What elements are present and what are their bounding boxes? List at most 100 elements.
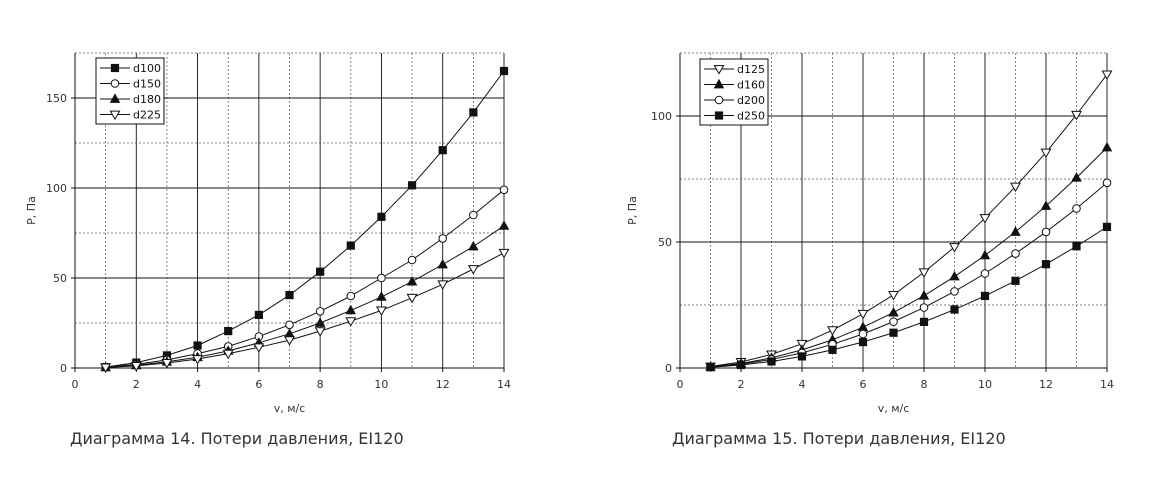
x-tick-label: 6 <box>860 378 867 391</box>
data-point-d250 <box>828 345 837 354</box>
data-point-d100 <box>193 341 202 350</box>
legend-marker-d150 <box>110 79 120 88</box>
data-point-d250 <box>889 328 898 337</box>
data-point-d160 <box>888 306 899 317</box>
legend-marker-d180 <box>109 93 121 103</box>
y-axis-label: P, Па <box>626 196 639 225</box>
x-tick-label: 12 <box>1039 378 1053 391</box>
legend-box <box>699 58 769 126</box>
series-line-d225 <box>105 252 505 368</box>
x-tick-label: 2 <box>738 378 745 391</box>
data-point-d150 <box>377 273 386 283</box>
x-axis-label: v, м/с <box>274 402 306 415</box>
data-point-d225 <box>192 355 204 365</box>
x-tick-label: 0 <box>72 378 79 391</box>
series-line-d250 <box>710 226 1108 368</box>
legend-marker-d100 <box>110 63 120 73</box>
data-point-d160 <box>979 249 991 260</box>
legend-label-d200: d200 <box>737 94 765 107</box>
x-tick-label: 12 <box>436 378 450 391</box>
data-point-d200 <box>1072 204 1081 213</box>
series-d160 <box>705 141 1113 371</box>
data-point-d100 <box>407 181 417 190</box>
legend-label-d250: d250 <box>737 110 765 123</box>
chart-14-caption: Диаграмма 14. Потери давления, EI120 <box>70 429 404 448</box>
x-tick-label: 14 <box>1100 378 1114 391</box>
x-tick-label: 10 <box>978 378 992 391</box>
data-point-d125 <box>1101 70 1113 81</box>
legend-label-d150: d150 <box>133 78 161 91</box>
data-point-d125 <box>1071 110 1082 121</box>
data-point-d225 <box>253 343 265 353</box>
data-point-d100 <box>499 66 509 76</box>
data-point-d150 <box>499 185 509 195</box>
data-point-d225 <box>498 248 510 259</box>
data-point-d180 <box>468 240 479 251</box>
legend-marker-d250 <box>714 111 724 120</box>
data-point-d250 <box>980 291 990 301</box>
data-point-d160 <box>1040 200 1052 210</box>
data-point-d200 <box>889 317 898 326</box>
data-point-d200 <box>1102 178 1112 188</box>
legend-marker-d125 <box>713 65 725 75</box>
data-point-d225 <box>161 359 173 369</box>
data-point-d100 <box>254 310 263 319</box>
data-point-d250 <box>706 363 715 372</box>
series-line-d200 <box>710 182 1108 368</box>
legend-marker-d160 <box>713 78 725 89</box>
legend-box <box>95 57 165 125</box>
data-point-d125 <box>1010 182 1021 193</box>
series-d250 <box>706 222 1112 372</box>
data-point-d225 <box>406 293 418 304</box>
data-point-d150 <box>315 307 325 316</box>
data-point-d100 <box>438 146 447 155</box>
chart-15-caption: Диаграмма 15. Потери давления, EI120 <box>672 429 1006 448</box>
data-point-d250 <box>736 360 746 370</box>
x-axis-label: v, м/с <box>878 402 910 415</box>
series-d180 <box>100 220 510 372</box>
data-point-d160 <box>949 270 960 281</box>
x-tick-label: 10 <box>374 378 388 391</box>
y-axis-label: P, Па <box>25 196 38 225</box>
legend-marker-d225 <box>109 110 121 121</box>
legend-marker-d200 <box>714 95 724 105</box>
data-point-d225 <box>100 363 112 374</box>
data-point-d225 <box>314 327 326 337</box>
data-point-d150 <box>438 234 448 243</box>
data-point-d100 <box>316 267 325 276</box>
data-point-d225 <box>130 361 142 372</box>
data-point-d100 <box>346 241 355 250</box>
data-point-d100 <box>377 212 386 221</box>
data-point-d125 <box>857 309 869 320</box>
legend: d100 d150 d180 d225 <box>95 57 165 125</box>
data-point-d100 <box>224 327 233 336</box>
data-point-d250 <box>919 317 929 326</box>
data-point-d225 <box>222 349 234 360</box>
y-tick-label: 100 <box>46 182 67 195</box>
series-d150 <box>101 185 509 372</box>
data-point-d250 <box>1011 276 1020 285</box>
x-tick-label: 8 <box>921 378 928 391</box>
data-point-d200 <box>858 329 868 339</box>
data-point-d125 <box>949 243 960 253</box>
data-point-d225 <box>284 336 295 346</box>
data-point-d125 <box>888 291 899 301</box>
data-point-d225 <box>437 280 449 290</box>
data-point-d180 <box>345 304 357 315</box>
data-point-d160 <box>857 321 869 332</box>
y-tick-label: 50 <box>53 272 67 285</box>
x-tick-label: 6 <box>255 378 262 391</box>
data-point-d125 <box>827 326 838 336</box>
data-point-d180 <box>498 220 510 230</box>
legend-label-d160: d160 <box>737 79 765 92</box>
data-point-d160 <box>918 290 930 300</box>
data-point-d125 <box>979 214 991 224</box>
x-tick-label: 4 <box>799 378 806 391</box>
x-tick-label: 4 <box>194 378 201 391</box>
legend-label-d225: d225 <box>133 109 161 122</box>
x-tick-label: 2 <box>133 378 140 391</box>
y-tick-label: 100 <box>651 110 672 123</box>
series-line-d180 <box>105 225 505 368</box>
data-point-d200 <box>919 303 929 312</box>
